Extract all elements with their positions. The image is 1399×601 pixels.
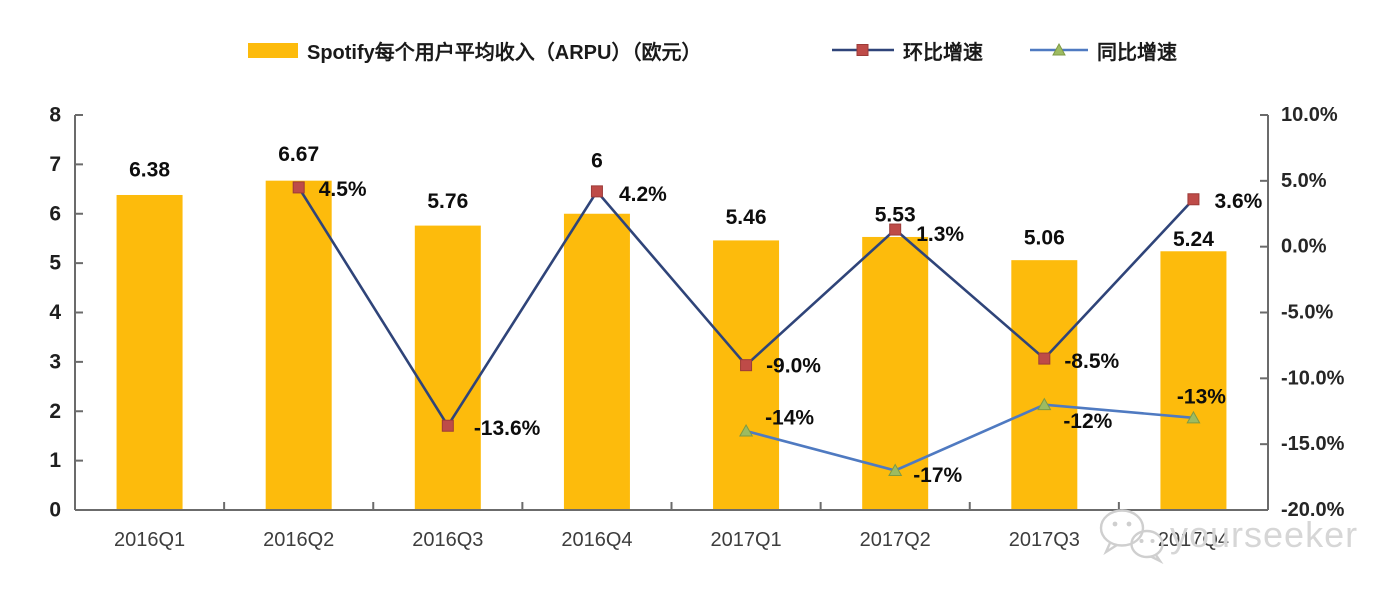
bar-2016Q4 (563, 213, 630, 510)
qoq-point-label-2016Q4: 4.2% (619, 183, 667, 206)
yoy-point-label-2017Q3: -12% (1063, 410, 1112, 433)
yoy-marker-2017Q2 (888, 463, 903, 476)
right-axis-tick-label: -20.0% (1281, 499, 1345, 521)
x-axis-label-2016Q2: 2016Q2 (263, 529, 334, 551)
yoy-line-swatch-icon (1030, 42, 1088, 56)
right-axis-tick-label: 5.0% (1281, 170, 1327, 192)
qoq-marker-2016Q3 (441, 419, 454, 432)
bar-2016Q1 (116, 194, 183, 511)
left-axis-tick-label: 4 (49, 301, 61, 324)
left-axis-tick-label: 3 (49, 350, 61, 373)
yoy-point-label-2017Q4: -13% (1177, 385, 1226, 408)
bar-2017Q1 (713, 240, 780, 510)
qoq-marker-2016Q2 (292, 181, 305, 194)
qoq-point-label-2017Q3: -8.5% (1064, 350, 1119, 373)
legend-item-arpu: Spotify每个用户平均收入（ARPU）（欧元） (248, 34, 701, 66)
qoq-marker-2017Q4 (1187, 193, 1200, 206)
bar-value-label-2016Q3: 5.76 (427, 190, 468, 213)
qoq-marker-2017Q3 (1038, 352, 1051, 365)
bar-value-label-2016Q4: 6 (591, 149, 603, 172)
x-axis-label-2016Q1: 2016Q1 (114, 529, 185, 551)
bar-2017Q4 (1160, 251, 1227, 510)
left-axis-tick-label: 0 (49, 499, 61, 522)
qoq-point-label-2016Q3: -13.6% (474, 417, 541, 440)
bar-2016Q3 (414, 225, 481, 510)
legend-label-qoq: 环比增速 (903, 41, 983, 64)
bar-value-label-2017Q4: 5.24 (1173, 228, 1214, 251)
arpu-bar-swatch-icon (248, 42, 298, 58)
legend: Spotify每个用户平均收入（ARPU）（欧元） 环比增速 同比增速 (0, 34, 1399, 66)
left-axis-tick-label: 7 (49, 153, 61, 176)
yoy-growth-line (745, 403, 1194, 472)
yoy-marker-2017Q1 (739, 423, 754, 437)
qoq-marker-2017Q1 (740, 359, 753, 372)
bar-value-label-2016Q1: 6.38 (129, 158, 170, 181)
yoy-marker-2017Q3 (1037, 397, 1052, 411)
qoq-point-label-2017Q2: 1.3% (916, 223, 964, 246)
legend-label-yoy: 同比增速 (1097, 41, 1177, 64)
bar-2017Q3 (1011, 260, 1078, 510)
right-axis-tick-label: -10.0% (1281, 367, 1345, 389)
yoy-marker-2017Q4 (1186, 410, 1201, 424)
left-axis-tick-label: 2 (49, 400, 61, 423)
legend-item-qoq: 环比增速 (832, 34, 983, 66)
bar-value-label-2017Q3: 5.06 (1024, 227, 1065, 250)
right-axis-tick-label: -5.0% (1281, 302, 1333, 324)
yoy-point-label-2017Q1: -14% (765, 407, 814, 430)
x-axis-label-2017Q3: 2017Q3 (1009, 529, 1080, 551)
right-axis-tick-label: 10.0% (1281, 104, 1338, 126)
x-axis-label-2017Q4: 2017Q4 (1158, 529, 1229, 551)
x-axis-label-2016Q4: 2016Q4 (561, 529, 632, 551)
legend-item-yoy: 同比增速 (1030, 34, 1177, 66)
right-axis-tick-label: -15.0% (1281, 433, 1345, 455)
bar-value-label-2016Q2: 6.67 (278, 143, 319, 166)
qoq-line-swatch-icon (832, 44, 894, 56)
bar-value-label-2017Q2: 5.53 (875, 203, 916, 226)
qoq-marker-2017Q2 (889, 223, 902, 236)
left-axis-tick-label: 8 (49, 104, 61, 127)
bar-value-label-2017Q1: 5.46 (726, 206, 767, 229)
qoq-point-label-2017Q4: 3.6% (1214, 190, 1262, 213)
legend-label-arpu: Spotify每个用户平均收入（ARPU）（欧元） (307, 41, 702, 64)
bar-2016Q2 (265, 180, 332, 510)
qoq-point-label-2016Q2: 4.5% (319, 178, 367, 201)
right-axis-tick-label: 0.0% (1281, 236, 1327, 258)
left-axis-tick-label: 6 (49, 202, 61, 225)
x-axis-label-2017Q2: 2017Q2 (860, 529, 931, 551)
qoq-marker-2016Q4 (590, 185, 603, 198)
x-axis-label-2016Q3: 2016Q3 (412, 529, 483, 551)
qoq-point-label-2017Q1: -9.0% (766, 355, 821, 378)
left-axis-tick-label: 1 (49, 449, 61, 472)
left-axis-tick-label: 5 (49, 252, 61, 275)
x-axis-label-2017Q1: 2017Q1 (710, 529, 781, 551)
yoy-point-label-2017Q2: -17% (913, 464, 962, 487)
